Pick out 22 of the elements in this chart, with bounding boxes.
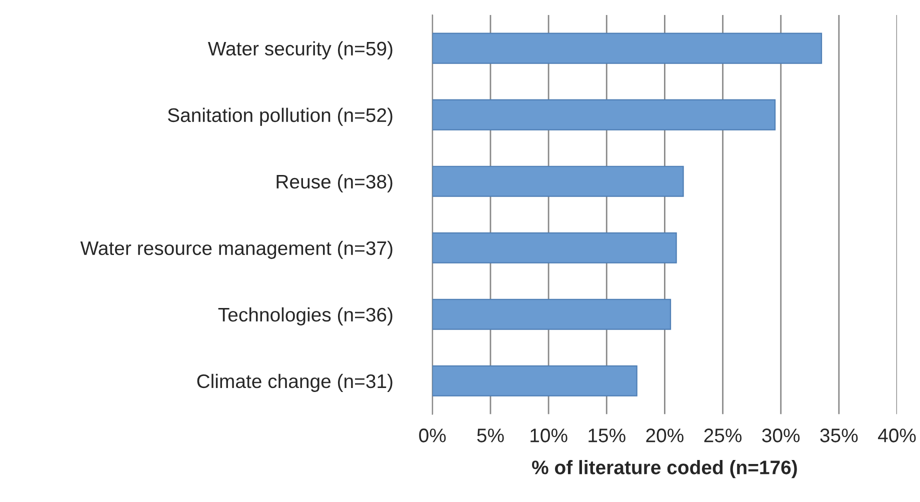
y-tick-label: Water security (n=59) — [208, 41, 392, 60]
bar — [432, 32, 822, 64]
x-tick-label: 40% — [878, 428, 916, 442]
y-tick-label: Climate change (n=31) — [197, 374, 392, 392]
x-tick-label: 0% — [419, 428, 446, 442]
y-tick-label: Reuse (n=38) — [276, 174, 392, 192]
x-tick-label: 35% — [820, 428, 858, 442]
y-tick-label: Water resource management (n=37) — [80, 240, 392, 259]
y-tick-label: Technologies (n=36) — [218, 307, 392, 326]
x-tick-label: 10% — [530, 428, 568, 442]
bar — [432, 166, 684, 197]
bar — [432, 365, 638, 396]
bar — [432, 298, 672, 330]
x-tick-label: 15% — [588, 428, 626, 442]
x-tick-label: 30% — [762, 428, 800, 442]
bar — [432, 232, 677, 264]
bar — [432, 99, 776, 130]
x-axis-title: % of literature coded (n=176) — [532, 460, 797, 478]
x-tick-label: 5% — [477, 428, 504, 442]
x-tick-label: 20% — [646, 428, 684, 442]
x-tick-label: 25% — [704, 428, 742, 442]
y-tick-label: Sanitation pollution (n=52) — [168, 108, 392, 126]
